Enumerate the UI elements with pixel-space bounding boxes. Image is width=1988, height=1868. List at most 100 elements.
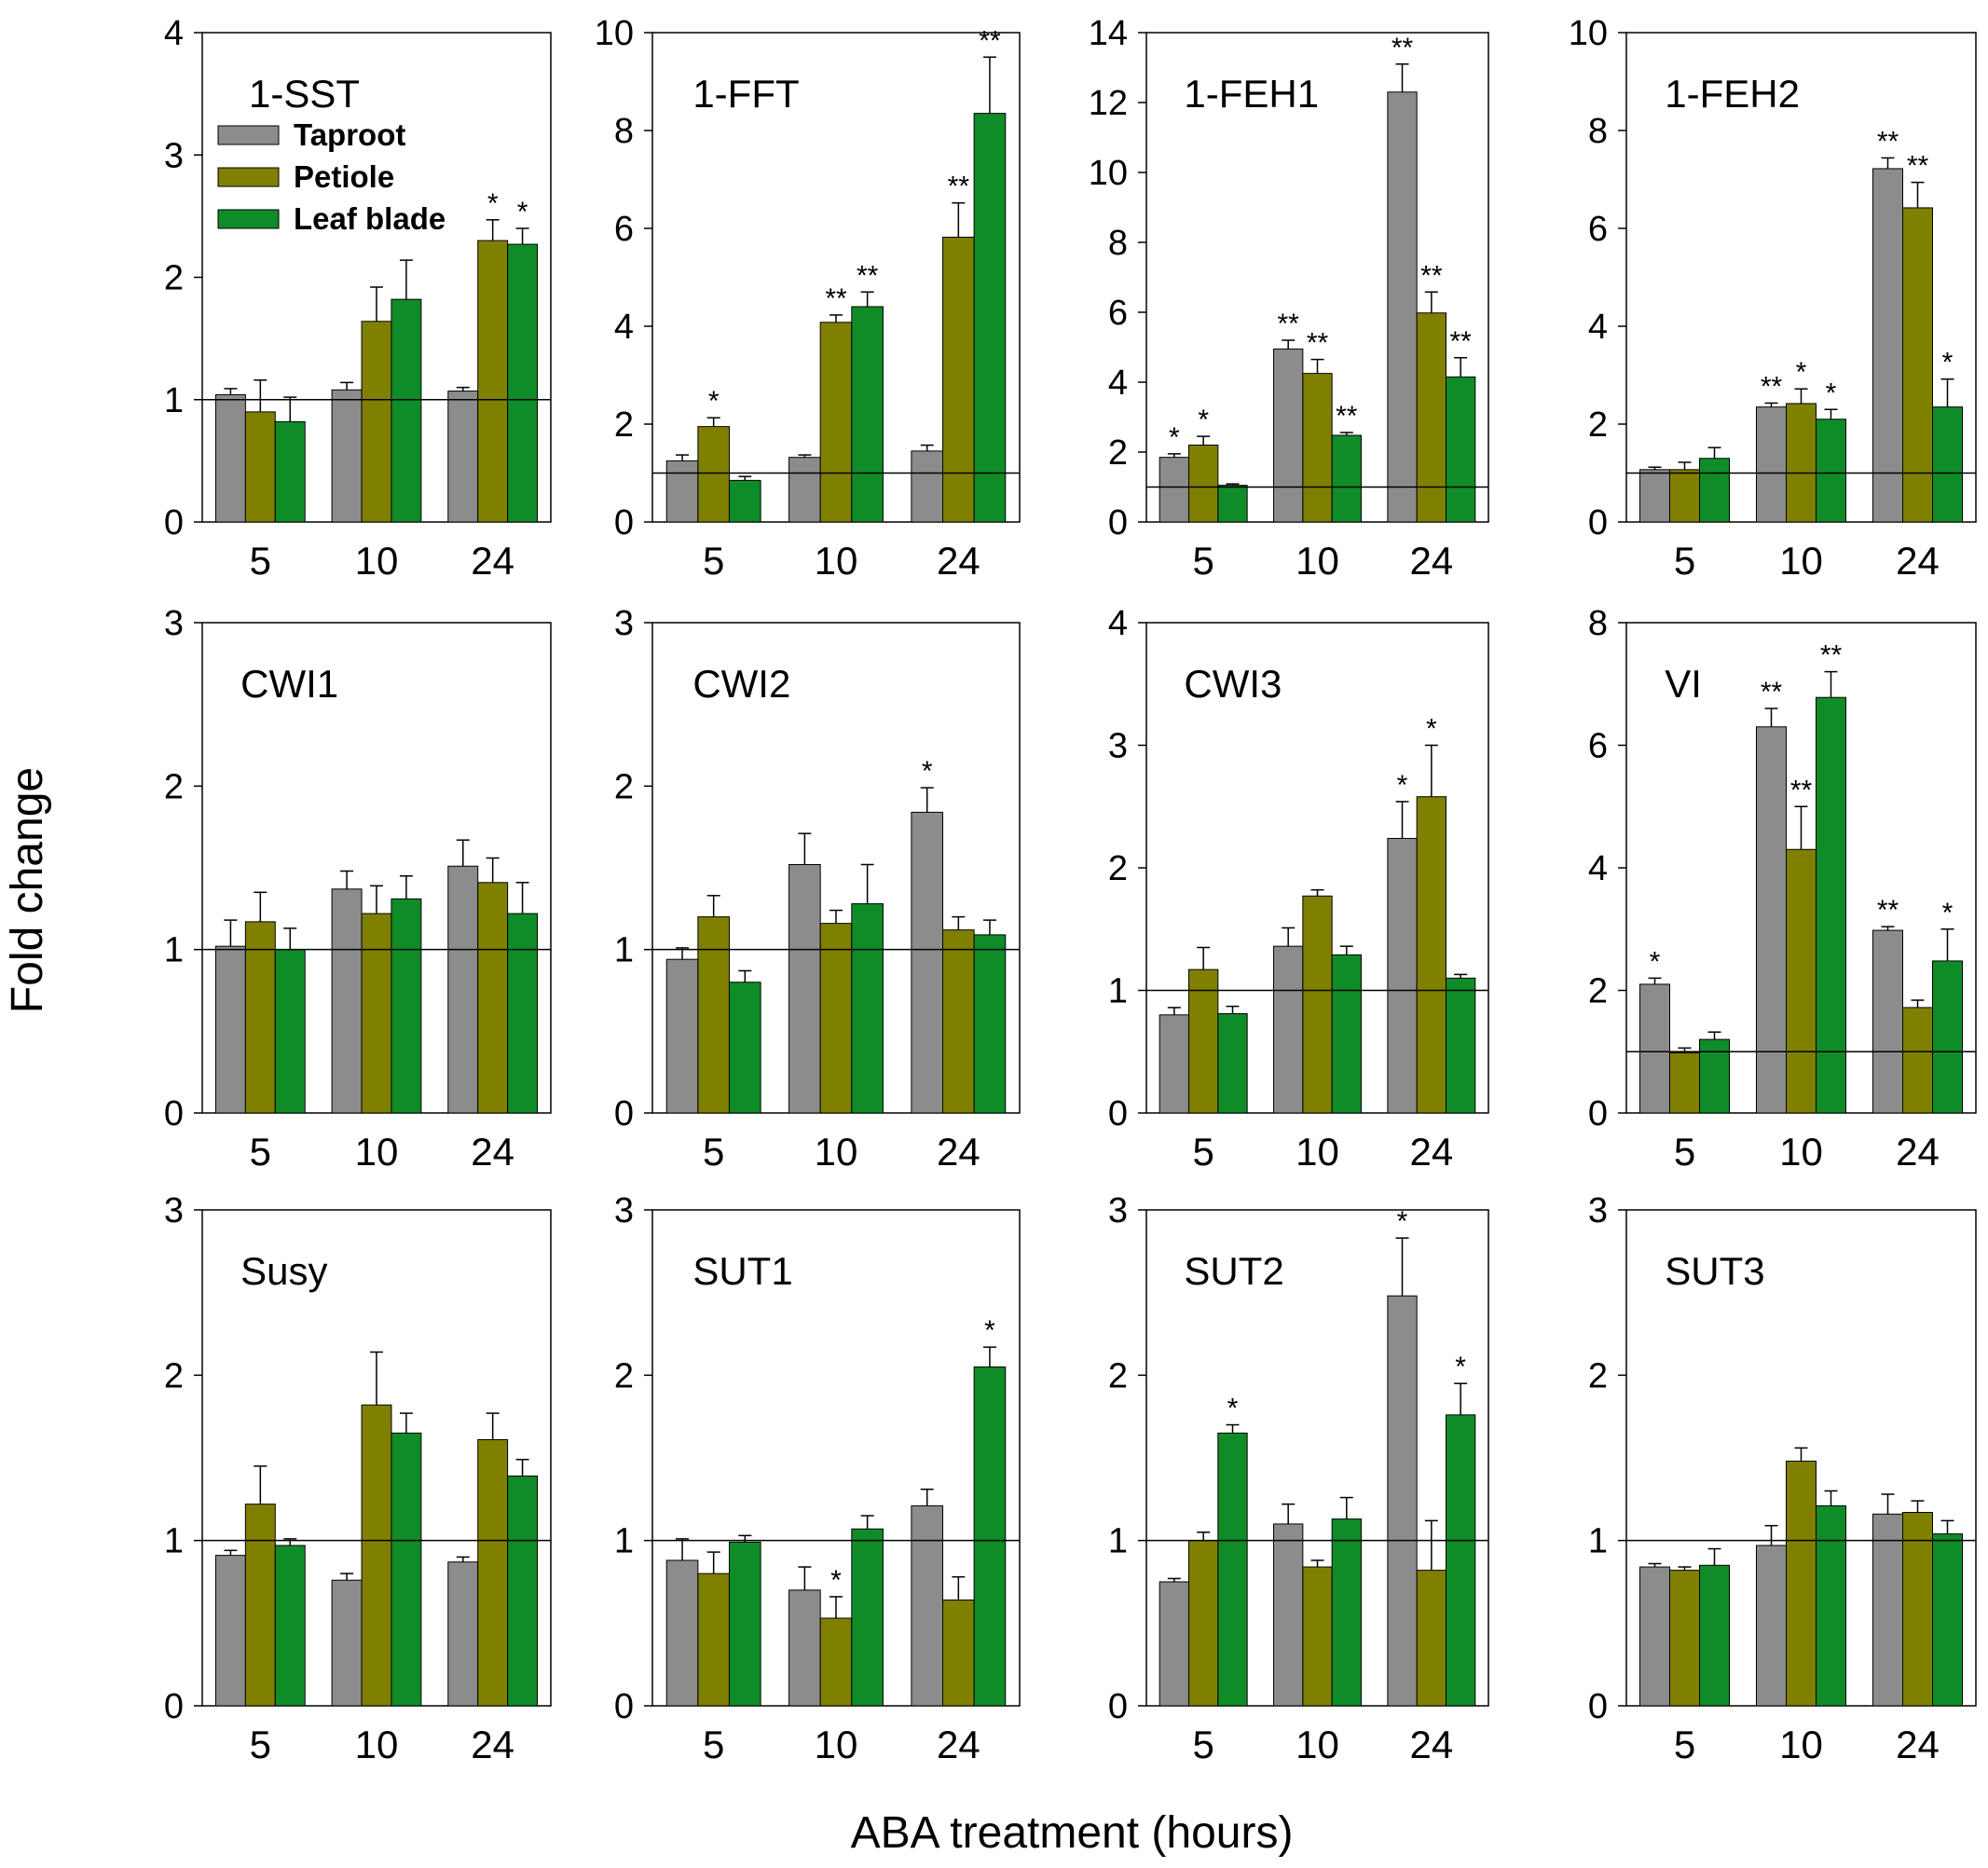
panel-sut2: 0 1 2 3 * 5 10 * * 24 SUT2 bbox=[1108, 1191, 1489, 1766]
bar-taproot-10h bbox=[331, 389, 363, 523]
y-tick-label: 2 bbox=[614, 405, 634, 445]
x-category-label: 5 bbox=[703, 539, 724, 583]
bar-leaf-blade-24h bbox=[1932, 1533, 1963, 1707]
y-tick-label: 4 bbox=[164, 14, 184, 53]
bar-taproot-5h bbox=[665, 1559, 699, 1707]
significance-mark: * bbox=[1426, 714, 1437, 745]
bar-leaf-blade-24h bbox=[1445, 376, 1476, 523]
bar-taproot-10h bbox=[331, 888, 363, 1114]
panel-title: CWI1 bbox=[240, 662, 338, 706]
significance-mark: * bbox=[1942, 348, 1954, 378]
panel-title: Susy bbox=[240, 1249, 327, 1293]
y-tick-label: 10 bbox=[1569, 14, 1608, 53]
legend-swatch-petiole bbox=[217, 167, 280, 187]
bar-taproot-5h bbox=[665, 460, 699, 523]
x-category-label: 10 bbox=[355, 1723, 399, 1766]
x-category-label: 10 bbox=[815, 1130, 858, 1174]
x-category-label: 10 bbox=[1296, 1130, 1339, 1174]
y-tick-label: 2 bbox=[1588, 1356, 1608, 1395]
x-category-label: 24 bbox=[937, 1130, 980, 1174]
bar-petiole-10h bbox=[1786, 403, 1817, 523]
bar-taproot-10h bbox=[1756, 1545, 1787, 1707]
y-tick-label: 3 bbox=[1108, 727, 1128, 766]
bar-petiole-5h bbox=[1669, 469, 1700, 523]
y-tick-label: 0 bbox=[1588, 1687, 1608, 1726]
significance-mark: ** bbox=[857, 260, 879, 291]
x-category-label: 10 bbox=[355, 539, 399, 583]
bar-petiole-10h bbox=[1302, 895, 1333, 1114]
bar-petiole-24h bbox=[1902, 1007, 1933, 1114]
bar-taproot-5h bbox=[1159, 1014, 1190, 1114]
panel-title: SUT2 bbox=[1184, 1249, 1283, 1293]
bar-petiole-5h bbox=[1188, 968, 1219, 1114]
bar-petiole-24h bbox=[1416, 1570, 1446, 1707]
bar-leaf-blade-10h bbox=[1331, 954, 1362, 1114]
x-category-label: 10 bbox=[1779, 539, 1823, 583]
significance-mark: * bbox=[922, 756, 933, 787]
bar-petiole-24h bbox=[477, 240, 509, 523]
bar-leaf-blade-10h bbox=[391, 1432, 422, 1707]
y-tick-label: 0 bbox=[1588, 1094, 1608, 1133]
y-tick-label: 3 bbox=[614, 1191, 634, 1230]
bar-leaf-blade-10h bbox=[1816, 1504, 1846, 1707]
bar-petiole-10h bbox=[819, 322, 853, 523]
bar-leaf-blade-5h bbox=[1699, 1564, 1730, 1707]
bar-petiole-10h bbox=[361, 913, 392, 1114]
bar-leaf-blade-24h bbox=[1932, 960, 1963, 1114]
bar-petiole-10h bbox=[1302, 373, 1333, 523]
y-tick-label: 8 bbox=[614, 112, 634, 151]
x-category-label: 5 bbox=[1674, 539, 1695, 583]
bar-petiole-5h bbox=[697, 1573, 730, 1707]
significance-mark: ** bbox=[979, 25, 1001, 56]
x-category-label: 24 bbox=[1896, 539, 1940, 583]
bar-leaf-blade-5h bbox=[274, 420, 306, 523]
y-tick-label: 2 bbox=[1108, 849, 1128, 888]
bar-taproot-5h bbox=[1639, 1566, 1670, 1707]
bar-leaf-blade-10h bbox=[391, 898, 422, 1114]
significance-mark: ** bbox=[948, 172, 970, 202]
bar-petiole-10h bbox=[361, 1404, 392, 1707]
y-tick-label: 1 bbox=[1588, 1522, 1608, 1561]
legend-swatch-taproot bbox=[217, 125, 280, 145]
panel-sut1: 0 1 2 3 5 * 10 * 24 SUT1 bbox=[614, 1191, 1021, 1766]
bar-taproot-10h bbox=[1756, 726, 1787, 1114]
y-tick-label: 0 bbox=[1588, 503, 1608, 543]
bar-taproot-10h bbox=[788, 1589, 821, 1707]
y-tick-label: 6 bbox=[1588, 727, 1608, 766]
x-axis-title: ABA treatment (hours) bbox=[851, 1808, 1294, 1858]
bar-petiole-5h bbox=[1669, 1570, 1700, 1707]
x-category-label: 10 bbox=[1296, 539, 1339, 583]
significance-mark: ** bbox=[1820, 640, 1843, 671]
bar-leaf-blade-5h bbox=[1217, 485, 1248, 523]
bar-taproot-5h bbox=[1639, 983, 1670, 1114]
significance-mark: ** bbox=[1420, 260, 1443, 291]
significance-mark: * bbox=[1650, 946, 1661, 977]
bar-taproot-24h bbox=[447, 1561, 479, 1707]
bar-taproot-5h bbox=[214, 394, 246, 523]
y-tick-label: 3 bbox=[164, 604, 184, 643]
y-tick-label: 6 bbox=[614, 210, 634, 249]
y-tick-label: 0 bbox=[1108, 1687, 1128, 1726]
bar-taproot-24h bbox=[1872, 1513, 1903, 1707]
x-category-label: 5 bbox=[250, 539, 271, 583]
panel-cwi3: 0 1 2 3 4 5 10 * * 24 CWI3 bbox=[1108, 604, 1489, 1174]
bar-leaf-blade-24h bbox=[973, 1366, 1007, 1707]
bar-leaf-blade-24h bbox=[1445, 977, 1476, 1114]
bar-leaf-blade-24h bbox=[973, 934, 1007, 1114]
bar-petiole-5h bbox=[244, 921, 276, 1114]
y-tick-label: 2 bbox=[614, 767, 634, 806]
legend-label-petiole: Petiole bbox=[294, 159, 394, 194]
y-tick-label: 0 bbox=[614, 1687, 634, 1726]
y-tick-label: 3 bbox=[1108, 1191, 1128, 1230]
bar-leaf-blade-5h bbox=[1699, 1038, 1730, 1114]
x-category-label: 10 bbox=[815, 1723, 858, 1766]
significance-mark: ** bbox=[1761, 677, 1783, 707]
x-category-label: 10 bbox=[1779, 1130, 1823, 1174]
bar-taproot-5h bbox=[214, 1555, 246, 1707]
bar-taproot-24h bbox=[911, 450, 944, 523]
significance-mark: ** bbox=[1877, 126, 1899, 157]
y-tick-label: 3 bbox=[1588, 1191, 1608, 1230]
significance-mark: ** bbox=[1278, 309, 1300, 339]
x-category-label: 5 bbox=[1192, 1130, 1213, 1174]
